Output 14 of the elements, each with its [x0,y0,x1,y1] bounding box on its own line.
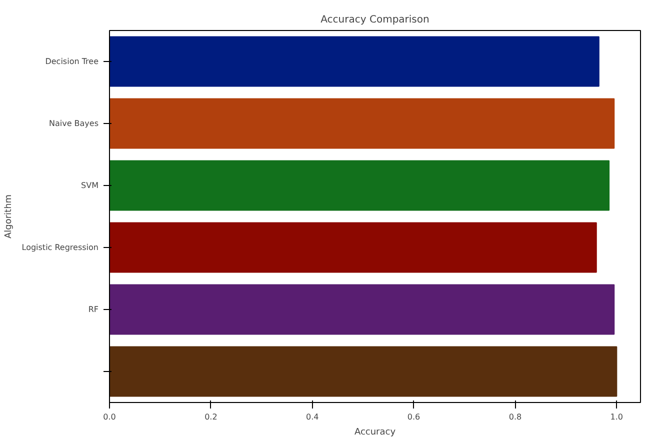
x-tick-label: 0.2 [204,412,218,422]
x-tick-label: 1.0 [610,412,624,422]
y-tick-label: Logistic Regression [22,243,99,252]
chart-title: Accuracy Comparison [320,14,430,26]
x-tick-label: 0.4 [306,412,319,422]
y-axis-title: Algorithm [4,194,14,239]
y-tick-label: SVM [81,181,99,190]
y-tick-label: RF [88,305,99,314]
x-tick-label: 0.0 [103,412,116,422]
x-axis-title: Accuracy [354,428,396,438]
x-tick-label: 0.8 [508,412,522,422]
y-tick-label: Naive Bayes [48,119,99,128]
y-tick-label: Decision Tree [45,57,99,66]
x-tick-label: 0.6 [407,412,420,422]
